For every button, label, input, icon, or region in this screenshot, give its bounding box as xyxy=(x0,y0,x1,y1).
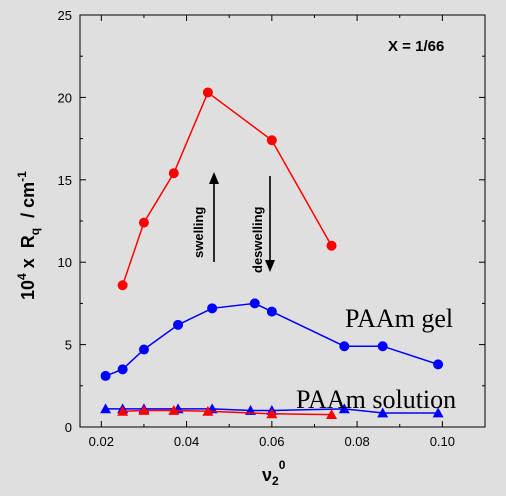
y-tick-label-2: 10 xyxy=(58,255,72,270)
data-point xyxy=(100,403,112,414)
data-point xyxy=(377,341,388,352)
data-point xyxy=(326,240,337,251)
series-line-3 xyxy=(122,409,332,416)
data-point xyxy=(100,370,111,381)
series-label-gel: PAAm gel xyxy=(345,304,453,333)
data-point xyxy=(266,135,277,146)
y-tick-label-5: 25 xyxy=(58,8,72,23)
data-point xyxy=(202,405,214,416)
data-point xyxy=(377,407,389,418)
x-tick-label-1: 0.04 xyxy=(174,434,199,449)
y-tick-label-1: 5 xyxy=(65,338,72,353)
data-point xyxy=(338,403,350,414)
x-tick-label-3: 0.08 xyxy=(344,434,369,449)
y-tick-label-0: 0 xyxy=(65,420,72,435)
data-point xyxy=(202,87,213,98)
plot-frame xyxy=(79,14,486,428)
swelling-label: swelling xyxy=(191,207,206,258)
data-point xyxy=(168,168,179,179)
data-point xyxy=(117,280,128,291)
data-point xyxy=(339,341,350,352)
data-point xyxy=(173,319,184,330)
data-point xyxy=(117,364,128,375)
data-point xyxy=(266,306,277,317)
series-label-solution: PAAm solution xyxy=(296,385,456,414)
data-point xyxy=(117,405,129,416)
deswelling-arrow xyxy=(265,176,275,272)
x-tick-label-0: 0.02 xyxy=(89,434,114,449)
data-point xyxy=(168,405,180,415)
x-tick-label-4: 0.10 xyxy=(430,434,455,449)
deswelling-label: deswelling xyxy=(250,206,265,273)
series-0 xyxy=(117,87,337,291)
series-line-2 xyxy=(105,408,439,414)
tick-layer: 0.02 0.04 0.06 0.08 0.10 0 5 10 15 20 25 xyxy=(58,8,485,449)
data-point xyxy=(326,409,338,420)
data-point xyxy=(249,298,260,309)
y-axis-label: 104 x Rq / cm-1 xyxy=(15,171,42,300)
swelling-arrow xyxy=(209,172,219,262)
x-tick-label-2: 0.06 xyxy=(259,434,284,449)
data-point xyxy=(138,217,149,228)
y-tick-label-3: 15 xyxy=(58,173,72,188)
data-point xyxy=(207,303,218,314)
series-layer xyxy=(100,87,444,420)
data-point xyxy=(266,408,278,419)
series-line-0 xyxy=(121,91,333,286)
ratio-annotation: X = 1/66 xyxy=(388,38,444,55)
series-1 xyxy=(100,298,444,381)
data-point xyxy=(433,359,444,370)
series-line-1 xyxy=(105,302,439,377)
y-tick-label-4: 20 xyxy=(58,90,72,105)
series-3 xyxy=(117,405,338,420)
data-point xyxy=(138,344,149,355)
x-axis-label: ν20 xyxy=(262,458,286,488)
data-point xyxy=(432,407,444,418)
data-point xyxy=(138,405,150,415)
